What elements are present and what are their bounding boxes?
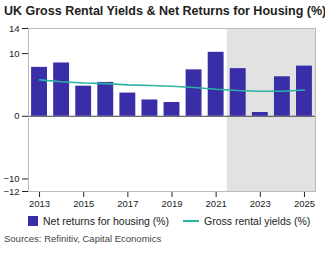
svg-text:−12: −12 bbox=[3, 186, 19, 197]
svg-text:2019: 2019 bbox=[161, 198, 182, 209]
svg-text:2017: 2017 bbox=[117, 198, 138, 209]
svg-text:2013: 2013 bbox=[29, 198, 50, 209]
html-text:Net returns for housing (%): Net returns for housing (%) bbox=[43, 215, 170, 227]
svg-text:14: 14 bbox=[9, 23, 20, 34]
svg-text:2025: 2025 bbox=[294, 198, 315, 209]
svg-text:−10: −10 bbox=[3, 173, 19, 184]
svg-text:10: 10 bbox=[9, 48, 20, 59]
svg-text:2015: 2015 bbox=[73, 198, 94, 209]
html-text:Sources: Refinitiv, Capital Ec: Sources: Refinitiv, Capital Economics bbox=[4, 233, 162, 244]
svg-text:2021: 2021 bbox=[206, 198, 227, 209]
svg-text:2023: 2023 bbox=[250, 198, 271, 209]
html-text:Gross rental yields (%): Gross rental yields (%) bbox=[204, 215, 311, 227]
svg-text:0: 0 bbox=[14, 110, 19, 121]
